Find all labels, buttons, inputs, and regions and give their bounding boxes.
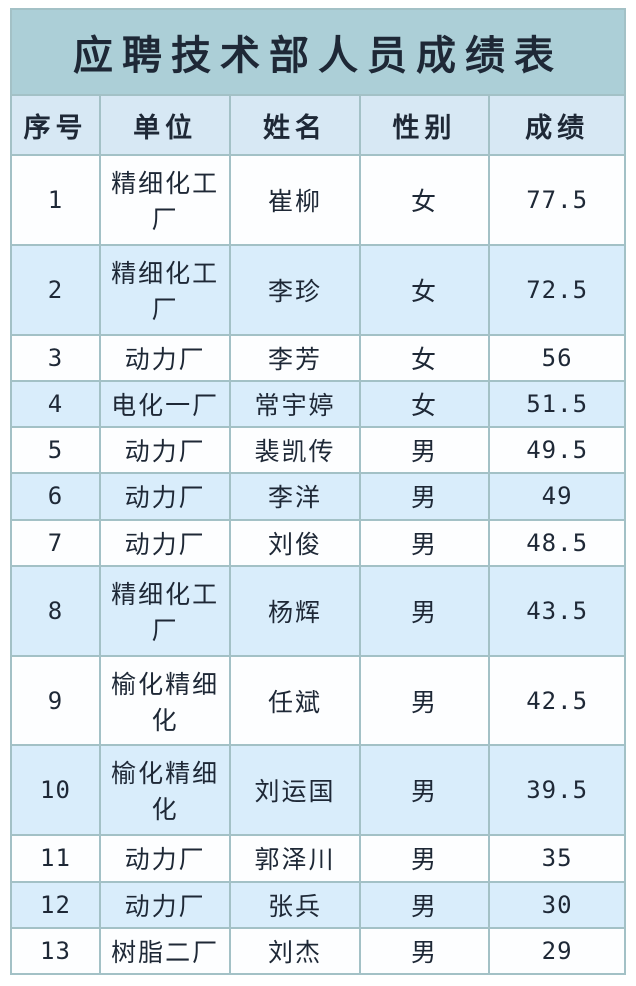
cell-name: 李芳: [229, 333, 361, 382]
table-row: 9 榆化精细化 任斌男 42.5: [9, 654, 626, 747]
cell-unit: 动力厂: [99, 518, 232, 567]
cell-name: 任斌: [229, 654, 361, 747]
table-row: 11 动力厂 郭泽川男 35: [9, 834, 626, 883]
cell-unit: 动力厂: [99, 880, 232, 929]
cell-unit: 精细化工厂: [99, 154, 232, 246]
cell-gender: 男: [358, 472, 491, 521]
cell-no: 5: [9, 426, 102, 475]
cell-name: 李珍: [229, 243, 361, 336]
cell-no: 11: [9, 834, 102, 883]
cell-score: 35: [488, 834, 626, 883]
cell-unit: 动力厂: [99, 333, 232, 382]
cell-name: 刘俊: [229, 518, 361, 567]
table-title: 应聘技术部人员成绩表: [10, 8, 626, 96]
cell-gender: 男: [358, 744, 491, 837]
cell-unit: 电化一厂: [99, 379, 232, 429]
cell-unit: 榆化精细化: [99, 654, 232, 747]
cell-score: 39.5: [488, 744, 626, 837]
cell-no: 7: [9, 518, 102, 567]
cell-gender: 女: [358, 243, 491, 336]
cell-score: 42.5: [488, 654, 626, 747]
cell-score: 72.5: [488, 243, 626, 336]
cell-no: 6: [9, 472, 102, 521]
cell-no: 13: [9, 926, 102, 976]
cell-score: 48.5: [488, 518, 626, 567]
table-row: 3 动力厂 李芳女 56: [9, 333, 626, 382]
column-header-name: 姓名: [229, 94, 361, 156]
cell-no: 2: [9, 243, 102, 336]
cell-no: 4: [9, 379, 102, 429]
cell-unit: 树脂二厂: [99, 926, 232, 976]
cell-name: 李洋: [229, 472, 361, 521]
table-row: 6 动力厂 李洋男 49: [9, 472, 626, 521]
cell-score: 43.5: [488, 564, 626, 657]
cell-name: 杨辉: [229, 564, 361, 657]
table-row: 4 电化一厂 常宇婷女 51.5: [9, 379, 626, 429]
title-row: 应聘技术部人员成绩表: [10, 8, 626, 96]
table-body: 1 精细化工厂 崔柳女 77.5 2 精细化工厂 李珍女 72.5 3 动力厂 李芳女 56 4 电化一厂…: [9, 154, 626, 976]
cell-gender: 男: [358, 564, 491, 657]
cell-name: 郭泽川: [229, 834, 361, 883]
cell-name: 崔柳: [229, 154, 361, 246]
cell-score: 49.5: [488, 426, 626, 475]
cell-score: 30: [488, 880, 626, 929]
cell-unit: 动力厂: [99, 426, 232, 475]
cell-gender: 男: [358, 518, 491, 567]
table-row: 5 动力厂 裴凯传男 49.5: [9, 426, 626, 475]
table-row: 12 动力厂 张兵男 30: [9, 880, 626, 929]
cell-unit: 动力厂: [99, 834, 232, 883]
score-table: 应聘技术部人员成绩表 序号 单位 姓名 性别 成绩 1 精细化工厂 崔柳女 77.5 2…: [9, 8, 626, 976]
column-header-unit: 单位: [99, 94, 232, 156]
cell-score: 77.5: [488, 154, 626, 246]
cell-unit: 精细化工厂: [99, 564, 232, 657]
cell-name: 刘杰: [229, 926, 361, 976]
table-row: 7 动力厂 刘俊男 48.5: [9, 518, 626, 567]
cell-no: 12: [9, 880, 102, 929]
cell-gender: 男: [358, 880, 491, 929]
cell-gender: 男: [358, 834, 491, 883]
cell-no: 8: [9, 564, 102, 657]
cell-score: 51.5: [488, 379, 626, 429]
cell-gender: 男: [358, 926, 491, 976]
cell-name: 张兵: [229, 880, 361, 929]
table-row: 10 榆化精细化 刘运国男 39.5: [9, 744, 626, 837]
cell-score: 56: [488, 333, 626, 382]
cell-name: 刘运国: [229, 744, 361, 837]
cell-score: 29: [488, 926, 626, 976]
table-row: 1 精细化工厂 崔柳女 77.5: [9, 154, 626, 246]
column-header-score: 成绩: [488, 94, 626, 156]
cell-name: 裴凯传: [229, 426, 361, 475]
cell-no: 9: [9, 654, 102, 747]
cell-unit: 动力厂: [99, 472, 232, 521]
cell-no: 1: [9, 154, 102, 246]
cell-no: 10: [9, 744, 102, 837]
cell-unit: 榆化精细化: [99, 744, 232, 837]
column-header-gender: 性别: [358, 94, 491, 156]
header-row: 序号 单位 姓名 性别 成绩: [9, 94, 626, 156]
cell-gender: 女: [358, 379, 491, 429]
cell-gender: 男: [358, 426, 491, 475]
cell-gender: 女: [358, 333, 491, 382]
cell-name: 常宇婷: [229, 379, 361, 429]
cell-unit: 精细化工厂: [99, 243, 232, 336]
table-row: 13 树脂二厂 刘杰男 29: [9, 926, 626, 976]
table-row: 2 精细化工厂 李珍女 72.5: [9, 243, 626, 336]
cell-score: 49: [488, 472, 626, 521]
cell-gender: 女: [358, 154, 491, 246]
table-row: 8 精细化工厂 杨辉男 43.5: [9, 564, 626, 657]
cell-no: 3: [9, 333, 102, 382]
column-header-serial: 序号: [9, 94, 102, 156]
cell-gender: 男: [358, 654, 491, 747]
